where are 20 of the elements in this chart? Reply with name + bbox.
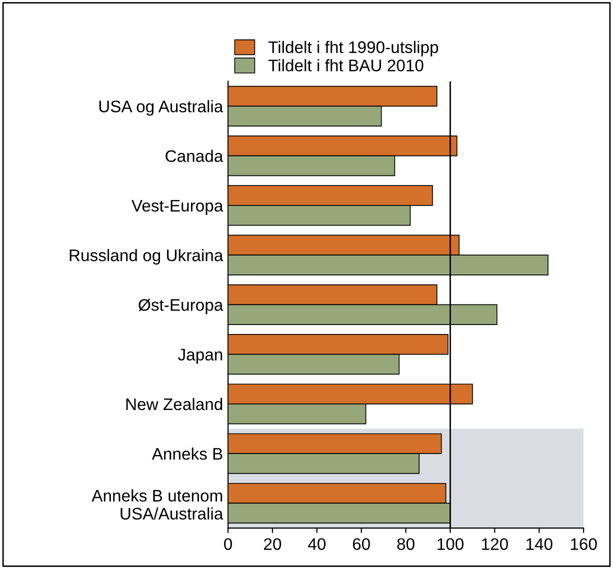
x-tick-label: 80 [397, 538, 414, 550]
y-tick-label: Anneks B utenom USA/Australia [92, 489, 224, 520]
x-tick-label: 0 [224, 538, 232, 550]
y-tick-label: New Zealand [126, 398, 222, 410]
x-tick-label: 100 [438, 538, 464, 550]
x-tick-label: 20 [264, 538, 282, 550]
legend-label: Tildelt i fht 1990-utslipp [268, 40, 438, 56]
x-tick-label: 60 [352, 538, 370, 550]
y-tick-label: Japan [178, 348, 222, 364]
legend-label: Tildelt i fht BAU 2010 [268, 59, 424, 72]
y-tick-label: Russland og Ukraina [70, 249, 224, 265]
y-tick-label: Anneks B [152, 448, 222, 460]
y-tick-label: USA og Australia [99, 100, 224, 116]
x-tick-label: 120 [482, 538, 508, 550]
x-tick-label: 40 [308, 538, 326, 550]
x-tick-label: 160 [570, 538, 597, 550]
y-tick-label: Øst-Europa [138, 298, 224, 314]
y-tick-label: Vest-Europa [132, 200, 224, 215]
x-tick-label: 140 [526, 538, 552, 550]
y-tick-label: Canada [166, 150, 224, 162]
